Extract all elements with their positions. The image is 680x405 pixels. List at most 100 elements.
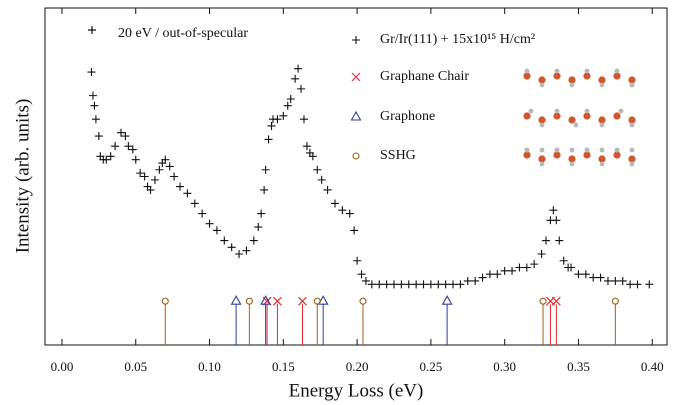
data-point: [367, 280, 376, 289]
data-point: [350, 226, 359, 235]
data-point: [382, 280, 391, 289]
marker: [441, 280, 450, 289]
data-point: [90, 101, 99, 110]
data-point: [449, 280, 458, 289]
legend-marker: [351, 72, 361, 82]
data-point: [254, 223, 263, 232]
marker: [611, 276, 620, 285]
data-point: [559, 256, 568, 265]
data-point: [297, 84, 306, 93]
marker: [352, 152, 360, 160]
atom: [613, 72, 621, 80]
atom: [523, 72, 531, 80]
marker: [279, 111, 288, 120]
marker: [555, 236, 564, 245]
x-tick-label: 0.40: [641, 359, 664, 374]
data-point: [146, 185, 155, 194]
x-tick-label: 0.15: [272, 359, 295, 374]
atom: [568, 76, 576, 84]
data-point: [626, 280, 635, 289]
marker: [140, 172, 149, 181]
data-point: [261, 165, 270, 174]
atom: [599, 122, 605, 128]
marker: [205, 219, 214, 228]
atom: [538, 76, 546, 84]
marker: [136, 169, 145, 178]
data-point: [541, 236, 550, 245]
atom: [613, 112, 621, 120]
marker: [273, 115, 282, 124]
legend-label: Graphane Chair: [380, 69, 469, 84]
data-point: [249, 236, 258, 245]
marker: [230, 295, 242, 305]
atom: [569, 82, 575, 88]
atom: [523, 112, 531, 120]
marker: [121, 132, 130, 141]
annotation: 20 eV / out-of-specular: [118, 26, 248, 41]
structure-icon: [523, 68, 636, 88]
marker: [426, 280, 435, 289]
marker: [508, 266, 517, 275]
data-point: [220, 236, 229, 245]
data-point: [323, 185, 332, 194]
atom: [584, 68, 590, 74]
data-point: [645, 280, 654, 289]
data-point: [205, 219, 214, 228]
marker: [441, 295, 453, 305]
data-point: [493, 270, 502, 279]
data-point: [242, 246, 251, 255]
data-point: [508, 266, 517, 275]
data-point: [404, 280, 413, 289]
data-point: [94, 132, 103, 141]
stem: [260, 295, 272, 345]
marker: [485, 270, 494, 279]
atom: [583, 72, 591, 80]
marker: [603, 276, 612, 285]
marker: [260, 295, 272, 305]
data-point: [212, 226, 221, 235]
data-point: [338, 206, 347, 215]
marker: [294, 64, 303, 73]
marker: [539, 297, 547, 305]
marker: [412, 280, 421, 289]
stem: [298, 296, 307, 345]
data-point: [555, 236, 564, 245]
data-point: [183, 189, 192, 198]
marker: [242, 246, 251, 255]
marker: [212, 226, 221, 235]
atom: [568, 116, 576, 124]
legend-label: SSHG: [380, 148, 416, 163]
data-point: [478, 273, 487, 282]
data-point: [150, 175, 159, 184]
atom: [568, 155, 576, 163]
legend-label: Graphone: [380, 109, 435, 124]
atom: [598, 155, 606, 163]
data-point: [567, 263, 576, 272]
marker: [176, 182, 185, 191]
data-point: [227, 243, 236, 252]
marker: [102, 155, 111, 164]
marker: [581, 270, 590, 279]
atom: [553, 112, 561, 120]
data-point: [530, 260, 539, 269]
marker: [338, 206, 347, 215]
data-point: [412, 280, 421, 289]
marker: [257, 209, 266, 218]
marker: [286, 94, 295, 103]
marker: [419, 280, 428, 289]
data-point: [116, 128, 125, 137]
marker: [165, 162, 174, 171]
atom: [553, 151, 561, 159]
atom: [539, 82, 545, 88]
marker: [88, 91, 97, 100]
data-point: [441, 280, 450, 289]
marker: [161, 155, 170, 164]
x-tick-label: 0.25: [420, 359, 443, 374]
atom: [584, 147, 590, 153]
data-point: [190, 199, 199, 208]
data-point: [88, 91, 97, 100]
stem: [441, 295, 453, 345]
stem: [317, 295, 329, 345]
data-point: [522, 263, 531, 272]
marker: [350, 226, 359, 235]
